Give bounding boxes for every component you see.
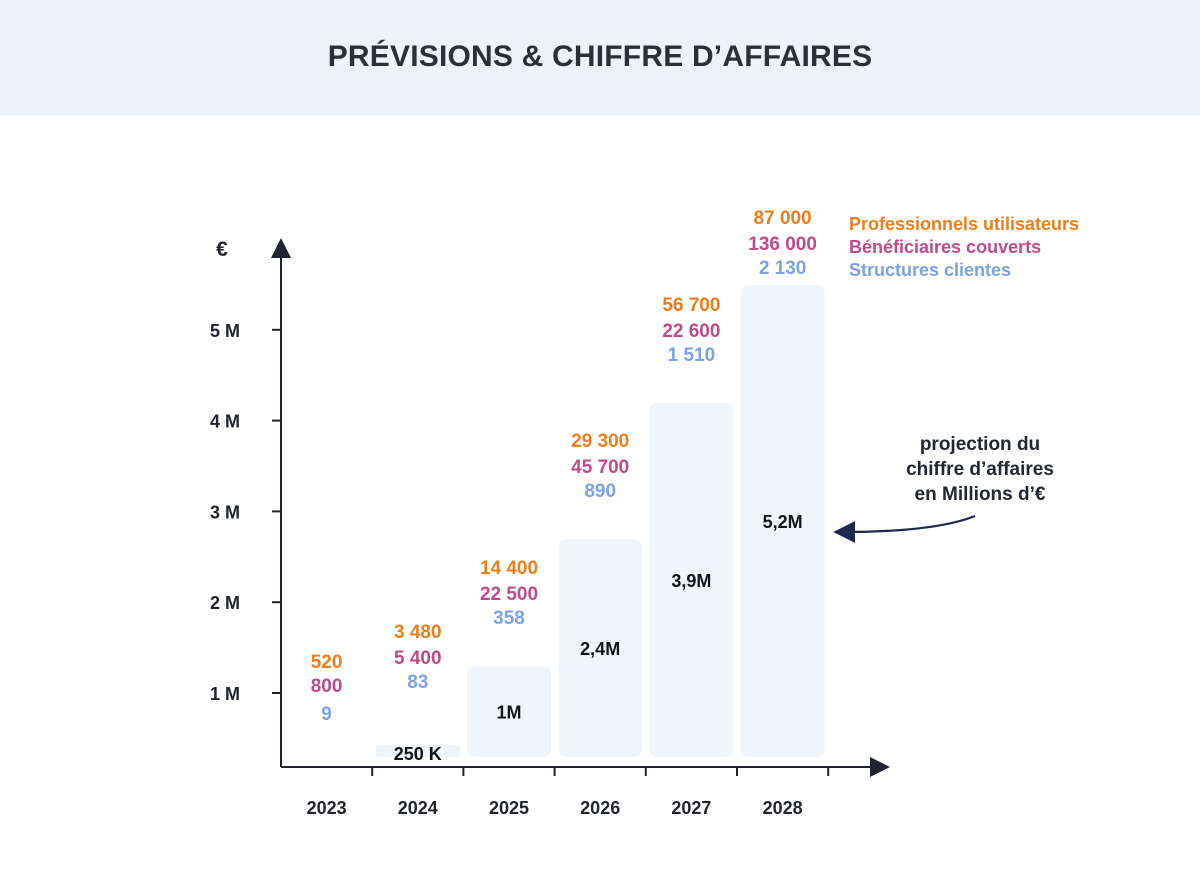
- stat-professionnels: 56 700: [662, 295, 720, 316]
- title-band: PRÉVISIONS & CHIFFRE D’AFFAIRES: [0, 0, 1200, 115]
- revenue-bar: [375, 745, 460, 757]
- bar-value-label: 5,2M: [763, 512, 803, 532]
- stat-structures: 890: [584, 481, 616, 502]
- stat-professionnels: 3 480: [394, 622, 442, 643]
- stat-beneficiaires: 45 700: [571, 457, 629, 478]
- stat-structures: 83: [407, 672, 428, 693]
- legend-professionnels: Professionnels utilisateurs: [849, 214, 1079, 234]
- annotation-line-2: chiffre d’affaires: [906, 459, 1054, 480]
- y-tick-label: 3 M: [210, 502, 240, 522]
- stat-beneficiaires: 800: [311, 676, 343, 697]
- y-tick-label: 5 M: [210, 321, 240, 341]
- x-tick-label: 2027: [671, 798, 711, 818]
- stat-structures: 2 130: [759, 258, 807, 279]
- x-tick-label: 2024: [398, 798, 438, 818]
- stat-beneficiaires: 22 500: [480, 584, 538, 605]
- stat-beneficiaires: 136 000: [748, 234, 817, 255]
- revenue-bar: [649, 402, 734, 757]
- stat-structures: 9: [321, 704, 332, 725]
- annotation-text: projection du chiffre d’affaires en Mill…: [880, 432, 1080, 507]
- legend-beneficiaires: Bénéficiaires couverts: [849, 237, 1041, 257]
- annotation-line-1: projection du: [919, 434, 1041, 455]
- revenue-bar: [467, 666, 551, 757]
- x-tick-label: 2028: [763, 798, 803, 818]
- x-tick-label: 2026: [580, 798, 620, 818]
- annotation-line-3: en Millions d’€: [914, 484, 1046, 505]
- y-tick-label: 1 M: [210, 684, 240, 704]
- stat-professionnels: 29 300: [571, 431, 629, 452]
- x-tick-label: 2025: [489, 798, 529, 818]
- y-axis-label: €: [216, 238, 228, 261]
- stat-structures: 1 510: [668, 345, 716, 366]
- bar-value-label: 2,4M: [580, 639, 620, 659]
- x-tick-label: 2023: [307, 798, 347, 818]
- stat-beneficiaires: 5 400: [394, 648, 442, 669]
- stat-beneficiaires: 22 600: [662, 321, 720, 342]
- bar-value-label: 3,9M: [671, 571, 711, 591]
- legend-structures: Structures clientes: [849, 260, 1011, 280]
- stat-professionnels: 87 000: [754, 208, 812, 229]
- bar-value-label: 1M: [496, 703, 521, 723]
- bar-value-label: 250 K: [394, 744, 442, 764]
- stat-professionnels: 520: [311, 652, 343, 673]
- page-title: PRÉVISIONS & CHIFFRE D’AFFAIRES: [327, 40, 873, 73]
- stat-professionnels: 14 400: [480, 558, 538, 579]
- stat-structures: 358: [493, 608, 525, 629]
- y-tick-label: 4 M: [210, 412, 240, 432]
- revenue-bar: [558, 539, 643, 757]
- y-tick-label: 2 M: [210, 593, 240, 613]
- annotation-arrow: [833, 514, 976, 543]
- revenue-bar: [740, 284, 825, 757]
